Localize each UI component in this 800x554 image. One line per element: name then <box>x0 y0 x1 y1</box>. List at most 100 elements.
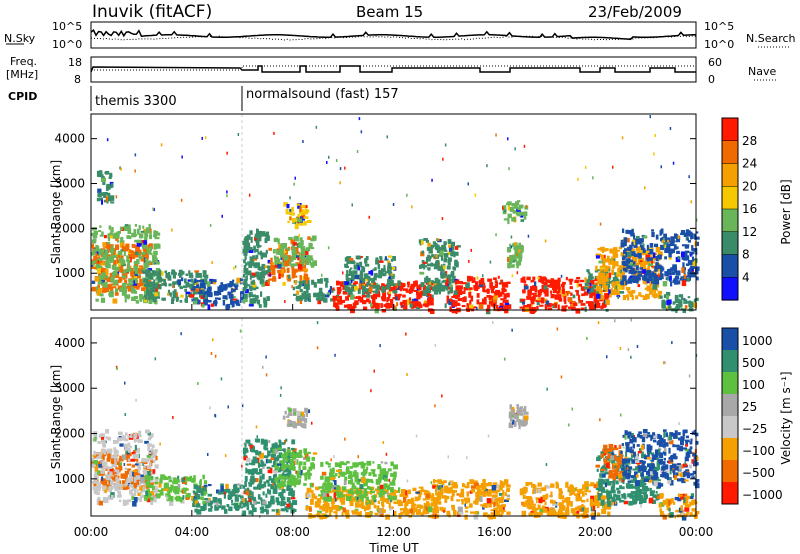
power-cell <box>671 271 676 275</box>
velocity-cell <box>155 476 159 480</box>
power-cell <box>678 294 684 298</box>
power-cell <box>243 282 248 289</box>
power-cell <box>248 292 253 297</box>
power-cell <box>180 294 184 298</box>
noise-search-series <box>90 35 697 41</box>
power-cell <box>109 232 113 236</box>
power-cell <box>541 278 545 284</box>
power-cell <box>349 277 353 282</box>
velocity-cell <box>124 432 128 436</box>
power-cell <box>608 289 611 296</box>
power-cell <box>231 303 234 308</box>
power-cell <box>111 252 114 258</box>
velocity-cell <box>509 416 513 422</box>
power-cell <box>101 282 104 286</box>
power-speckle <box>593 302 596 306</box>
velocity-cell <box>320 475 324 480</box>
velocity-cell <box>399 508 405 511</box>
power-cell <box>319 297 323 301</box>
power-cell <box>297 251 300 254</box>
velocity-cell <box>351 482 355 487</box>
velocity-cell <box>590 482 595 486</box>
velocity-cell <box>326 488 331 493</box>
velocity-cell <box>575 487 578 492</box>
velocity-cell <box>195 493 198 498</box>
velocity-cell <box>580 513 584 517</box>
power-cell <box>299 222 304 226</box>
power-cell <box>452 302 457 307</box>
velocity-cell <box>418 486 422 489</box>
power-cell <box>457 298 463 302</box>
power-cell <box>602 261 606 268</box>
velocity-cell <box>559 504 563 511</box>
power-cell <box>435 286 439 289</box>
velocity-cell <box>216 489 220 494</box>
power-cell <box>392 256 396 261</box>
velocity-cell <box>254 449 259 454</box>
power-cell <box>640 295 644 298</box>
power-cell <box>357 288 361 294</box>
velocity-cell <box>284 464 288 469</box>
power-cell <box>131 271 135 274</box>
power-speckle <box>269 273 271 277</box>
velocity-cell <box>291 439 296 445</box>
power-cell <box>433 288 436 292</box>
power-cell <box>95 246 100 252</box>
velocity-cell <box>199 479 202 482</box>
velocity-cell <box>504 499 509 502</box>
velocity-cell <box>265 504 269 507</box>
power-cell <box>470 276 474 281</box>
velocity-cell <box>414 496 419 502</box>
velocity-cell <box>528 503 533 510</box>
velocity-cell <box>277 447 282 451</box>
velocity-cell <box>363 488 368 493</box>
power-data <box>91 115 700 315</box>
velocity-cell <box>105 436 109 440</box>
power-cell <box>147 268 153 271</box>
velocity-cell <box>251 448 255 453</box>
power-cell <box>289 216 292 221</box>
power-cell <box>95 244 99 249</box>
velocity-cell <box>504 492 507 497</box>
power-cell <box>439 246 444 250</box>
velocity-cell <box>228 506 233 512</box>
velocity-cell <box>607 511 611 516</box>
power-cell <box>187 279 192 282</box>
power-cell <box>438 283 443 287</box>
power-cell <box>313 283 317 288</box>
power-cell <box>256 231 261 237</box>
power-cell <box>675 280 681 285</box>
power-cell <box>192 282 197 285</box>
power-cell <box>604 295 609 302</box>
power-cell <box>155 268 161 273</box>
power-cell <box>156 243 161 249</box>
power-cell <box>580 286 586 291</box>
velocity-cell <box>419 505 424 509</box>
velocity-cell <box>577 505 581 510</box>
power-cell <box>620 274 623 280</box>
velocity-cell <box>436 495 441 501</box>
velocity-cell <box>95 478 98 483</box>
power-cell <box>210 280 215 283</box>
velocity-cell <box>492 496 496 501</box>
power-cell <box>455 251 459 256</box>
velocity-cell <box>243 447 248 452</box>
velocity-cell <box>475 497 478 501</box>
velocity-cell <box>296 472 299 477</box>
power-cell <box>663 233 667 239</box>
power-cell <box>520 299 525 302</box>
power-speckle <box>315 125 318 129</box>
velocity-cell <box>253 478 256 482</box>
power-cell <box>637 284 641 288</box>
power-cell <box>145 227 151 233</box>
power-cell <box>189 272 193 277</box>
power-cell <box>361 266 366 273</box>
power-speckle <box>119 166 121 170</box>
velocity-cell <box>332 489 336 492</box>
power-cell <box>114 288 119 294</box>
velocity-cell <box>139 497 142 502</box>
power-cell <box>449 298 452 303</box>
velocity-cell <box>264 446 267 451</box>
velocity-cell <box>244 481 247 488</box>
power-cell <box>155 288 158 292</box>
